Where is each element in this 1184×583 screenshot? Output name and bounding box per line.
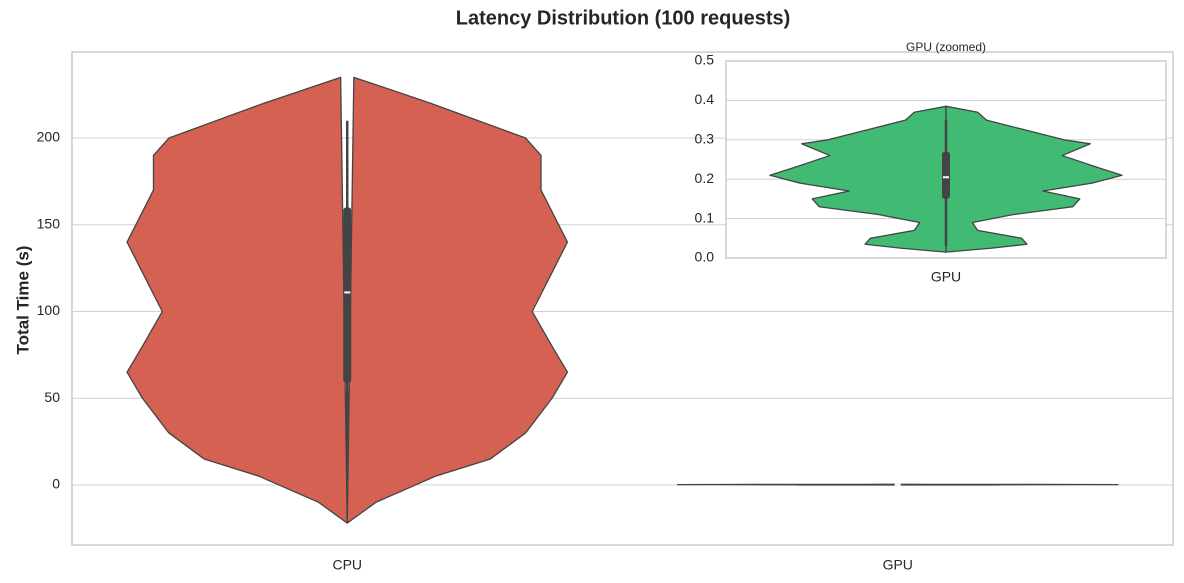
violin-left: [126, 76, 348, 524]
x-tick-label: CPU: [332, 557, 362, 573]
y-tick-label: 0.4: [695, 91, 715, 107]
y-tick-label: 0.2: [695, 170, 715, 186]
violin-right: [945, 105, 1123, 253]
y-tick-label: 0.0: [695, 249, 715, 265]
violin-right: [897, 483, 1119, 486]
y-tick-label: 100: [37, 302, 61, 318]
y-tick-label: 150: [37, 215, 61, 231]
violin-right: [346, 76, 569, 524]
inset-title: GPU (zoomed): [906, 40, 986, 54]
plot-frame: [71, 51, 1174, 546]
y-tick-label: 0.1: [695, 209, 715, 225]
y-axis-label: Total Time (s): [13, 246, 32, 355]
y-tick-label: 0: [52, 476, 60, 492]
violin-left: [769, 105, 947, 253]
violin-left: [676, 483, 899, 486]
x-tick-label: GPU: [883, 557, 913, 573]
x-tick-label: GPU: [931, 269, 961, 285]
y-tick-label: 50: [44, 389, 60, 405]
y-tick-label: 0.3: [695, 131, 715, 147]
chart-title: Latency Distribution (100 requests): [456, 7, 791, 29]
plot-frame: [725, 60, 1167, 259]
box: [343, 207, 352, 383]
box: [942, 151, 950, 199]
y-tick-label: 0.5: [695, 52, 715, 68]
y-tick-label: 200: [37, 129, 61, 145]
